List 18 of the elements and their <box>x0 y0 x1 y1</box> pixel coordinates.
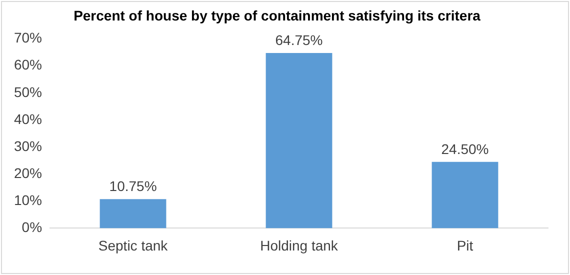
y-tick-label: 20% <box>14 164 42 181</box>
data-label: 10.75% <box>109 178 157 194</box>
chart-title: Percent of house by type of containment satisfying its critera <box>74 7 481 24</box>
bar <box>100 199 166 228</box>
x-tick-label: Septic tank <box>98 237 169 254</box>
bar <box>266 53 332 228</box>
data-label: 24.50% <box>441 140 489 157</box>
y-tick-label: 0% <box>22 219 42 236</box>
y-tick-label: 40% <box>14 110 42 127</box>
x-tick-label: Pit <box>456 237 474 254</box>
y-tick-label: 70% <box>14 30 42 46</box>
bar <box>432 162 498 228</box>
y-tick-label: 60% <box>14 56 42 73</box>
y-tick-label: 10% <box>14 192 42 208</box>
y-tick-label: 50% <box>14 84 42 100</box>
x-tick-label: Holding tank <box>260 237 339 254</box>
data-label: 64.75% <box>275 32 323 48</box>
y-tick-label: 30% <box>14 138 42 154</box>
